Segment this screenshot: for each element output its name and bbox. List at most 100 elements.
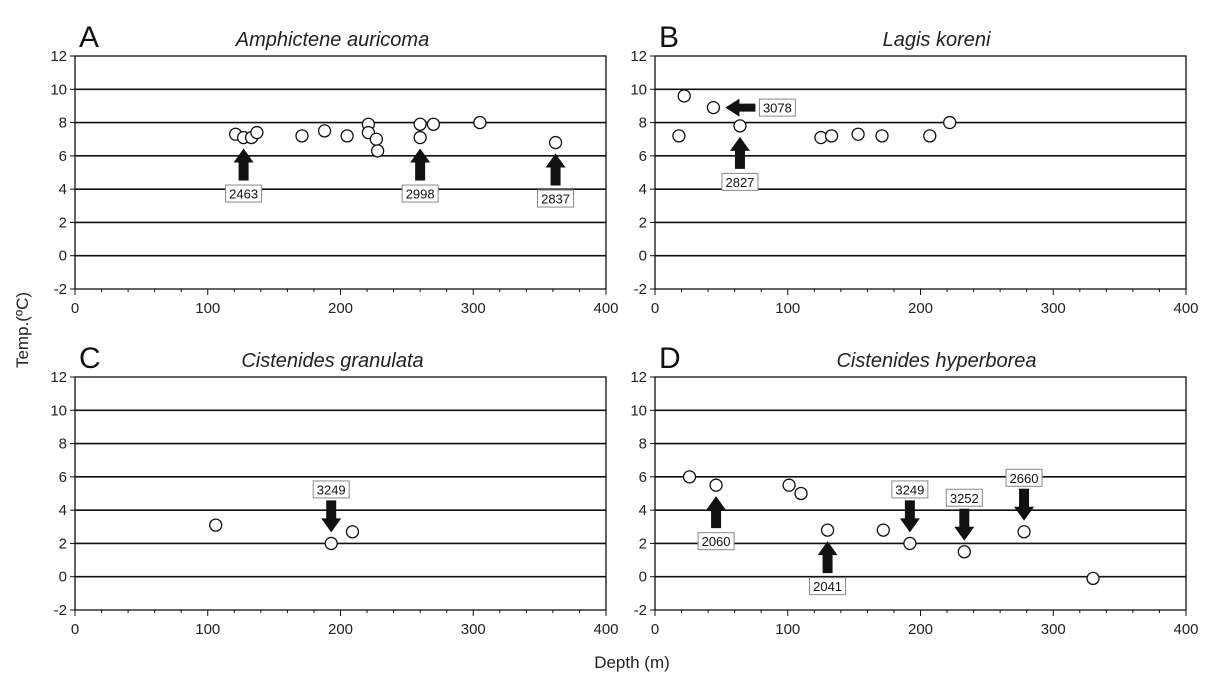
annotation-box bbox=[809, 577, 847, 596]
annotation-arrow bbox=[410, 148, 431, 181]
y-tick-label: 6 bbox=[639, 148, 647, 165]
y-tick-label: -2 bbox=[634, 281, 647, 298]
y-tick-label: 6 bbox=[59, 469, 67, 486]
annotation-label: 2060 bbox=[702, 534, 731, 549]
y-tick-label: 12 bbox=[630, 369, 647, 386]
y-tick-label: 8 bbox=[59, 115, 67, 132]
annotation-label: 3249 bbox=[895, 482, 924, 497]
annotation-box bbox=[225, 184, 263, 203]
x-tick-label: 400 bbox=[1173, 621, 1198, 638]
data-point bbox=[209, 518, 223, 532]
y-tick-label: 12 bbox=[630, 48, 647, 65]
y-tick-label: -2 bbox=[54, 602, 67, 619]
data-point bbox=[733, 119, 747, 133]
annotation-box bbox=[401, 184, 439, 203]
annotation-box bbox=[697, 532, 735, 551]
x-tick-label: 200 bbox=[328, 621, 353, 638]
data-point bbox=[340, 129, 354, 143]
data-point bbox=[317, 124, 332, 138]
y-tick-label: 0 bbox=[639, 569, 647, 586]
x-tick-label: 200 bbox=[908, 300, 933, 317]
data-point bbox=[413, 117, 427, 131]
x-tick-label: 300 bbox=[461, 621, 486, 638]
data-point bbox=[903, 536, 917, 551]
x-tick-label: 200 bbox=[908, 621, 933, 638]
data-point bbox=[1017, 525, 1031, 539]
panel-letter: C bbox=[79, 342, 101, 375]
annotation-label: 2827 bbox=[725, 175, 754, 190]
data-point bbox=[324, 536, 338, 551]
x-tick-label: 100 bbox=[195, 300, 220, 317]
annotation-arrow bbox=[899, 500, 920, 533]
data-point bbox=[957, 545, 971, 559]
data-point bbox=[820, 523, 835, 537]
data-point bbox=[851, 127, 865, 141]
x-axis-label: Depth (m) bbox=[594, 653, 670, 672]
x-tick-label: 0 bbox=[71, 300, 79, 317]
x-tick-label: 0 bbox=[651, 300, 659, 317]
annotation-label: 2660 bbox=[1010, 471, 1039, 486]
y-tick-label: 0 bbox=[59, 248, 67, 265]
plot-frame bbox=[654, 376, 1187, 611]
y-tick-label: 2 bbox=[639, 214, 647, 231]
panel-title: Cistenides granulata bbox=[241, 350, 423, 372]
data-point bbox=[876, 523, 890, 537]
y-tick-label: 8 bbox=[639, 436, 647, 453]
y-tick-label: 6 bbox=[59, 148, 67, 165]
annotation-arrow bbox=[321, 500, 342, 533]
data-point bbox=[923, 129, 937, 143]
annotation-arrow bbox=[729, 136, 750, 169]
y-tick-label: 4 bbox=[59, 502, 67, 519]
annotation-box bbox=[312, 480, 350, 499]
plot-frame bbox=[654, 55, 1187, 290]
data-point bbox=[824, 129, 839, 143]
plot-frame bbox=[74, 55, 607, 290]
data-point bbox=[672, 129, 686, 143]
y-tick-label: 12 bbox=[50, 48, 67, 65]
data-point bbox=[782, 478, 796, 492]
data-point bbox=[1086, 571, 1100, 586]
y-tick-label: 0 bbox=[59, 569, 67, 586]
data-point bbox=[875, 129, 889, 143]
x-tick-label: 100 bbox=[775, 300, 800, 317]
data-point bbox=[682, 470, 697, 484]
panel-title: Cistenides hyperborea bbox=[836, 350, 1036, 372]
data-point bbox=[369, 132, 383, 146]
annotation-box bbox=[721, 172, 759, 191]
annotation-label: 2041 bbox=[813, 579, 842, 594]
x-tick-label: 400 bbox=[1173, 300, 1198, 317]
data-point bbox=[677, 89, 691, 103]
y-tick-label: 8 bbox=[59, 436, 67, 453]
annotation-box bbox=[1005, 468, 1043, 487]
data-point bbox=[473, 115, 487, 130]
data-point bbox=[943, 115, 957, 130]
data-point bbox=[548, 135, 563, 150]
y-tick-label: 8 bbox=[639, 115, 647, 132]
data-point bbox=[794, 486, 808, 501]
annotation-label: 3078 bbox=[763, 101, 792, 116]
panel-letter: A bbox=[79, 21, 99, 54]
data-point bbox=[426, 117, 441, 131]
panel-letter: D bbox=[659, 342, 681, 375]
x-tick-label: 0 bbox=[71, 621, 79, 638]
annotation-arrow bbox=[817, 541, 838, 574]
annotation-box bbox=[758, 98, 796, 117]
data-point bbox=[371, 144, 385, 158]
y-tick-label: -2 bbox=[54, 281, 67, 298]
data-point bbox=[250, 125, 264, 140]
y-tick-label: 10 bbox=[50, 81, 67, 98]
annotation-label: 2463 bbox=[229, 187, 258, 202]
data-point bbox=[413, 130, 427, 145]
data-point bbox=[295, 129, 309, 143]
y-tick-label: 4 bbox=[639, 181, 647, 198]
y-tick-label: 4 bbox=[59, 181, 67, 198]
annotation-box bbox=[537, 189, 575, 208]
annotation-arrow bbox=[954, 508, 975, 541]
panel-letter: B bbox=[659, 21, 679, 54]
annotation-box bbox=[945, 488, 983, 507]
panel-title: Lagis koreni bbox=[883, 29, 991, 51]
